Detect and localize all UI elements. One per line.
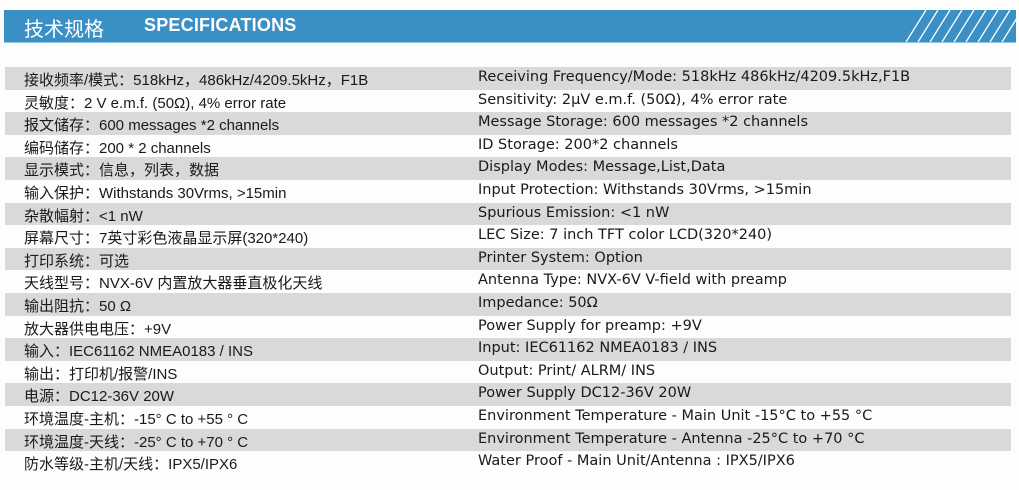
spec-row: 屏幕尺寸：7英寸彩色液晶显示屏(320*240) LEC Size: 7 inch… bbox=[5, 225, 1011, 248]
spec-row: 编码储存：200 * 2 channels ID Storage: 200*2 c… bbox=[5, 135, 1011, 158]
spec-row: 输入保护：Withstands 30Vrms, >15min Input Prot… bbox=[5, 180, 1011, 203]
spec-zh: 放大器供电电压：+9V bbox=[24, 320, 172, 338]
spec-en: Printer System: Option bbox=[478, 249, 643, 266]
spec-zh: 接收频率/模式：518kHz，486kHz/4209.5kHz，F1B bbox=[24, 72, 369, 89]
spec-en: Receiving Frequency/Mode: 518kHz 486kHz/… bbox=[478, 69, 911, 85]
spec-zh: 显示模式：信息，列表，数据 bbox=[24, 162, 220, 180]
spec-en: Power Supply for preamp: +9V bbox=[478, 317, 702, 334]
spec-row: 输出阻抗：50 Ω Impedance: 50Ω bbox=[5, 292, 1011, 316]
spec-zh: 灵敏度：2 V e.m.f. (50Ω), 4% error rate bbox=[24, 94, 287, 112]
spec-zh: 输入：IEC61162 NMEA0183 / INS bbox=[24, 343, 253, 361]
spec-en: Display Modes: Message,List,Data bbox=[478, 159, 726, 176]
spec-en: Spurious Emission: <1 nW bbox=[478, 204, 670, 221]
spec-row: 接收频率/模式：518kHz，486kHz/4209.5kHz，F1B Recei… bbox=[5, 67, 1011, 90]
spec-zh: 环境温度-主机：-15° C to +55 ° C bbox=[24, 410, 249, 428]
spec-row: 输入：IEC61162 NMEA0183 / INS Input: IEC6116… bbox=[5, 338, 1011, 361]
spec-en: ID Storage: 200*2 channels bbox=[478, 136, 678, 153]
spec-zh: 电源：DC12-36V 20W bbox=[24, 388, 175, 406]
spec-en: Output: Print/ ALRM/ INS bbox=[478, 362, 656, 379]
spec-row: 灵敏度：2 V e.m.f. (50Ω), 4% error rate Sensi… bbox=[5, 90, 1011, 113]
spec-en: Sensitivity: 2μV e.m.f. (50Ω), 4% error … bbox=[478, 91, 788, 108]
spec-en: Environment Temperature - Antenna -25°C … bbox=[478, 430, 865, 447]
spec-zh: 输出：打印机/报警/INS bbox=[24, 365, 178, 383]
spec-en: Input: IEC61162 NMEA0183 / INS bbox=[478, 340, 718, 357]
spec-en: Environment Temperature - Main Unit -15°… bbox=[478, 407, 873, 424]
spec-en: Input Protection: Withstands 30Vrms, >15… bbox=[478, 181, 812, 198]
spec-row: 显示模式：信息，列表，数据 Display Modes: Message,List… bbox=[5, 157, 1011, 180]
spec-zh: 打印系统：可选 bbox=[24, 252, 130, 270]
spec-row: 报文储存：600 messages *2 channels Message Sto… bbox=[5, 112, 1011, 135]
spec-zh: 屏幕尺寸：7英寸彩色液晶显示屏(320*240) bbox=[24, 230, 309, 248]
spec-row: 防水等级-主机/天线：IPX5/IPX6 Water Proof - Main U… bbox=[5, 451, 1011, 474]
spec-row: 输出：打印机/报警/INS Output: Print/ ALRM/ INS bbox=[5, 361, 1011, 384]
spec-zh: 编码储存：200 * 2 channels bbox=[24, 139, 211, 157]
decorative-stripes-icon bbox=[905, 10, 1016, 42]
spec-zh: 杂散幅射：<1 nW bbox=[24, 207, 143, 225]
section-title-zh: 技术规格 bbox=[24, 19, 104, 41]
spec-row: 电源：DC12-36V 20W Power Supply DC12-36V 20W bbox=[5, 383, 1011, 406]
spec-zh: 输出阻抗：50 Ω bbox=[24, 297, 132, 315]
spec-en: Power Supply DC12-36V 20W bbox=[478, 385, 692, 402]
spec-zh: 天线型号：NVX-6V 内置放大器垂直极化天线 bbox=[24, 275, 323, 293]
spec-row: 杂散幅射：<1 nW Spurious Emission: <1 nW bbox=[5, 202, 1011, 226]
spec-en: Antenna Type: NVX-6V V-field with preamp bbox=[478, 272, 787, 289]
section-title-en: SPECIFICATIONS bbox=[144, 15, 297, 35]
spec-row: 放大器供电电压：+9V Power Supply for preamp: +9V bbox=[5, 316, 1011, 339]
spec-table: 接收频率/模式：518kHz，486kHz/4209.5kHz，F1B Recei… bbox=[5, 67, 1011, 474]
spec-en: Impedance: 50Ω bbox=[478, 294, 598, 311]
spec-zh: 环境温度-天线：-25° C to +70 ° C bbox=[24, 433, 249, 451]
spec-row: 打印系统：可选 Printer System: Option bbox=[5, 247, 1011, 271]
spec-row: 天线型号：NVX-6V 内置放大器垂直极化天线 Antenna Type: NVX… bbox=[5, 270, 1011, 293]
spec-zh: 防水等级-主机/天线：IPX5/IPX6 bbox=[24, 456, 238, 474]
spec-zh: 报文储存：600 messages *2 channels bbox=[24, 117, 280, 135]
section-header: 技术规格 SPECIFICATIONS bbox=[4, 10, 1016, 43]
spec-en: Message Storage: 600 messages *2 channel… bbox=[478, 114, 809, 131]
spec-row: 环境温度-主机：-15° C to +55 ° C Environment Tem… bbox=[5, 406, 1011, 429]
spec-en: LEC Size: 7 inch TFT color LCD(320*240) bbox=[478, 227, 773, 244]
spec-zh: 输入保护：Withstands 30Vrms, >15min bbox=[24, 184, 287, 202]
spec-row: 环境温度-天线：-25° C to +70 ° C Environment Tem… bbox=[5, 428, 1011, 452]
spec-en: Water Proof - Main Unit/Antenna : IPX5/I… bbox=[478, 453, 795, 470]
